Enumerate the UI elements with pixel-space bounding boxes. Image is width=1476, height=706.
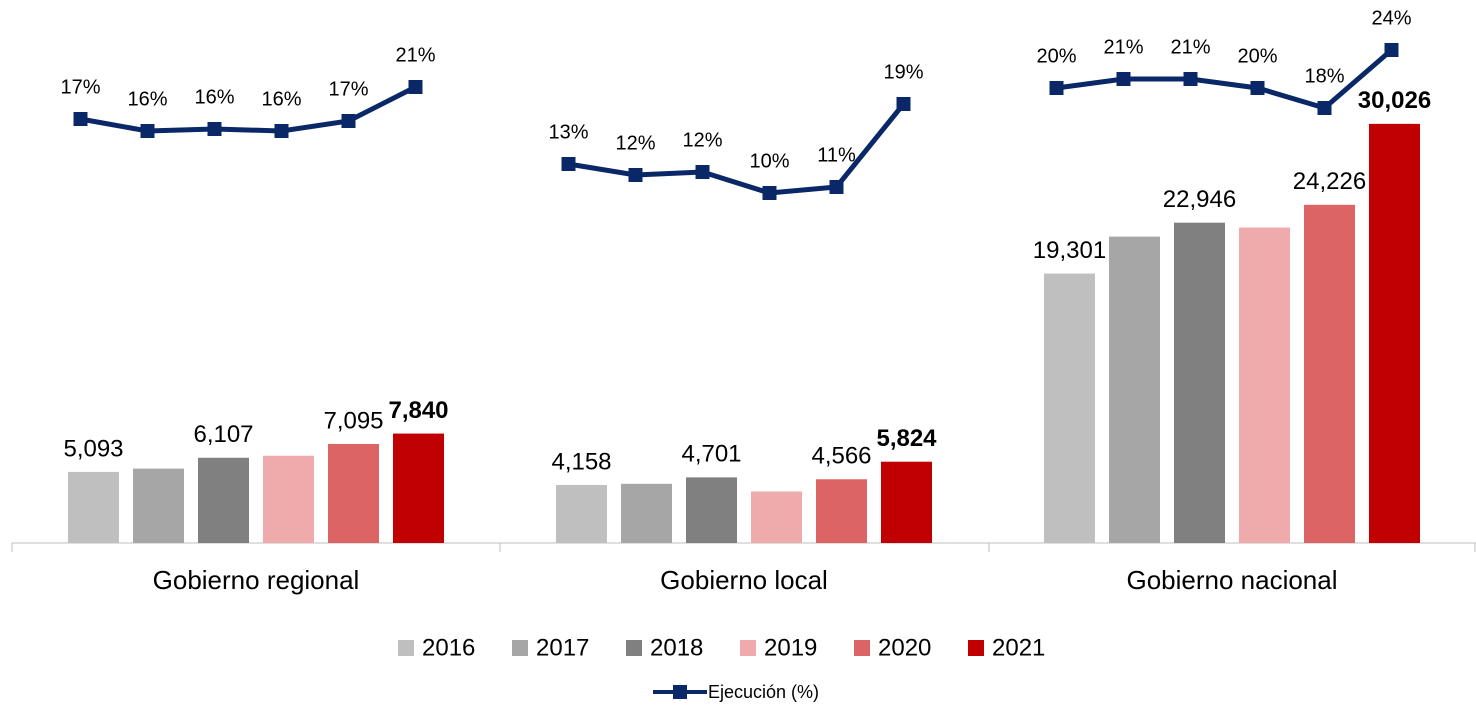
line-marker [408, 80, 423, 94]
bar-label: 22,946 [1163, 186, 1236, 213]
line [568, 102, 906, 196]
line-label: 20% [1237, 45, 1277, 67]
line-label: 24% [1371, 7, 1411, 29]
line [80, 84, 417, 134]
line [1056, 48, 1394, 111]
bar [816, 479, 867, 543]
bar [263, 455, 314, 543]
bar-label: 4,701 [681, 441, 741, 468]
bar [133, 468, 184, 543]
line-label: 16% [261, 88, 301, 110]
line-marker [628, 168, 643, 182]
legend-label: 2019 [764, 634, 817, 661]
line-marker [1317, 101, 1332, 115]
line-label: 16% [194, 86, 234, 108]
line-marker [561, 157, 576, 171]
bar-label: 30,026 [1358, 87, 1431, 114]
legend-swatch [398, 640, 414, 656]
line-marker [1049, 81, 1064, 95]
legend-label: 2021 [992, 634, 1045, 661]
line-marker [140, 124, 155, 138]
legend-label: 2017 [536, 634, 589, 661]
line-marker [1116, 72, 1131, 86]
bar [68, 471, 119, 543]
legend-swatch [740, 640, 756, 656]
legend-swatch [626, 640, 642, 656]
legend-label: 2018 [650, 634, 703, 661]
bar [621, 483, 672, 543]
bar-label: 5,824 [876, 425, 937, 452]
bar [393, 433, 444, 543]
bar-label: 7,095 [323, 407, 383, 434]
category-label: Gobierno regional [153, 565, 360, 595]
line-marker [341, 114, 356, 128]
line-label: 12% [615, 132, 655, 154]
line-label: 12% [682, 129, 722, 151]
line-label: 18% [1304, 65, 1344, 87]
line-marker [1250, 81, 1265, 95]
line-label: 16% [127, 88, 167, 110]
bar-label: 24,226 [1293, 168, 1366, 195]
line-marker [829, 180, 844, 194]
line-marker [896, 97, 911, 111]
bar [1239, 227, 1290, 544]
bar [1369, 123, 1420, 543]
line-label: 20% [1036, 45, 1076, 67]
category-label: Gobierno nacional [1126, 565, 1337, 595]
line-marker [1384, 43, 1399, 57]
bar-label: 19,301 [1033, 237, 1106, 264]
bar-label: 5,093 [63, 435, 123, 462]
bar [1174, 222, 1225, 543]
bar [198, 457, 249, 543]
bar [1044, 273, 1095, 543]
line-label: 11% [817, 144, 856, 166]
bar [881, 461, 932, 543]
line-label: 17% [60, 76, 100, 98]
line-marker [207, 122, 222, 136]
line-marker [762, 186, 777, 200]
line-label: 13% [548, 121, 588, 143]
line-label: 19% [883, 61, 923, 83]
legend-swatch [512, 640, 528, 656]
line-marker [695, 165, 710, 179]
line-label: 17% [328, 78, 368, 100]
bar [751, 491, 802, 543]
bar-label: 4,566 [811, 443, 871, 470]
line-label: 10% [749, 150, 789, 172]
line-label: 21% [1170, 36, 1210, 58]
bar-label: 4,158 [551, 448, 611, 475]
category-label: Gobierno local [660, 565, 828, 595]
legend-label: 2016 [422, 634, 475, 661]
legend-swatch [854, 640, 870, 656]
line-marker [1183, 72, 1198, 86]
bar-label: 6,107 [193, 421, 253, 448]
bar [686, 477, 737, 543]
bar [328, 443, 379, 543]
legend-marker [673, 685, 687, 699]
legend-swatch [968, 640, 984, 656]
line-label: 21% [1103, 36, 1143, 58]
line-label: 21% [395, 44, 435, 66]
bar [556, 484, 607, 543]
line-marker [274, 124, 289, 138]
bar [1304, 204, 1355, 543]
legend-label: Ejecución (%) [708, 682, 819, 702]
bar-label: 7,840 [388, 397, 448, 424]
bar [1109, 236, 1160, 543]
line-marker [73, 112, 88, 126]
legend-label: 2020 [878, 634, 931, 661]
